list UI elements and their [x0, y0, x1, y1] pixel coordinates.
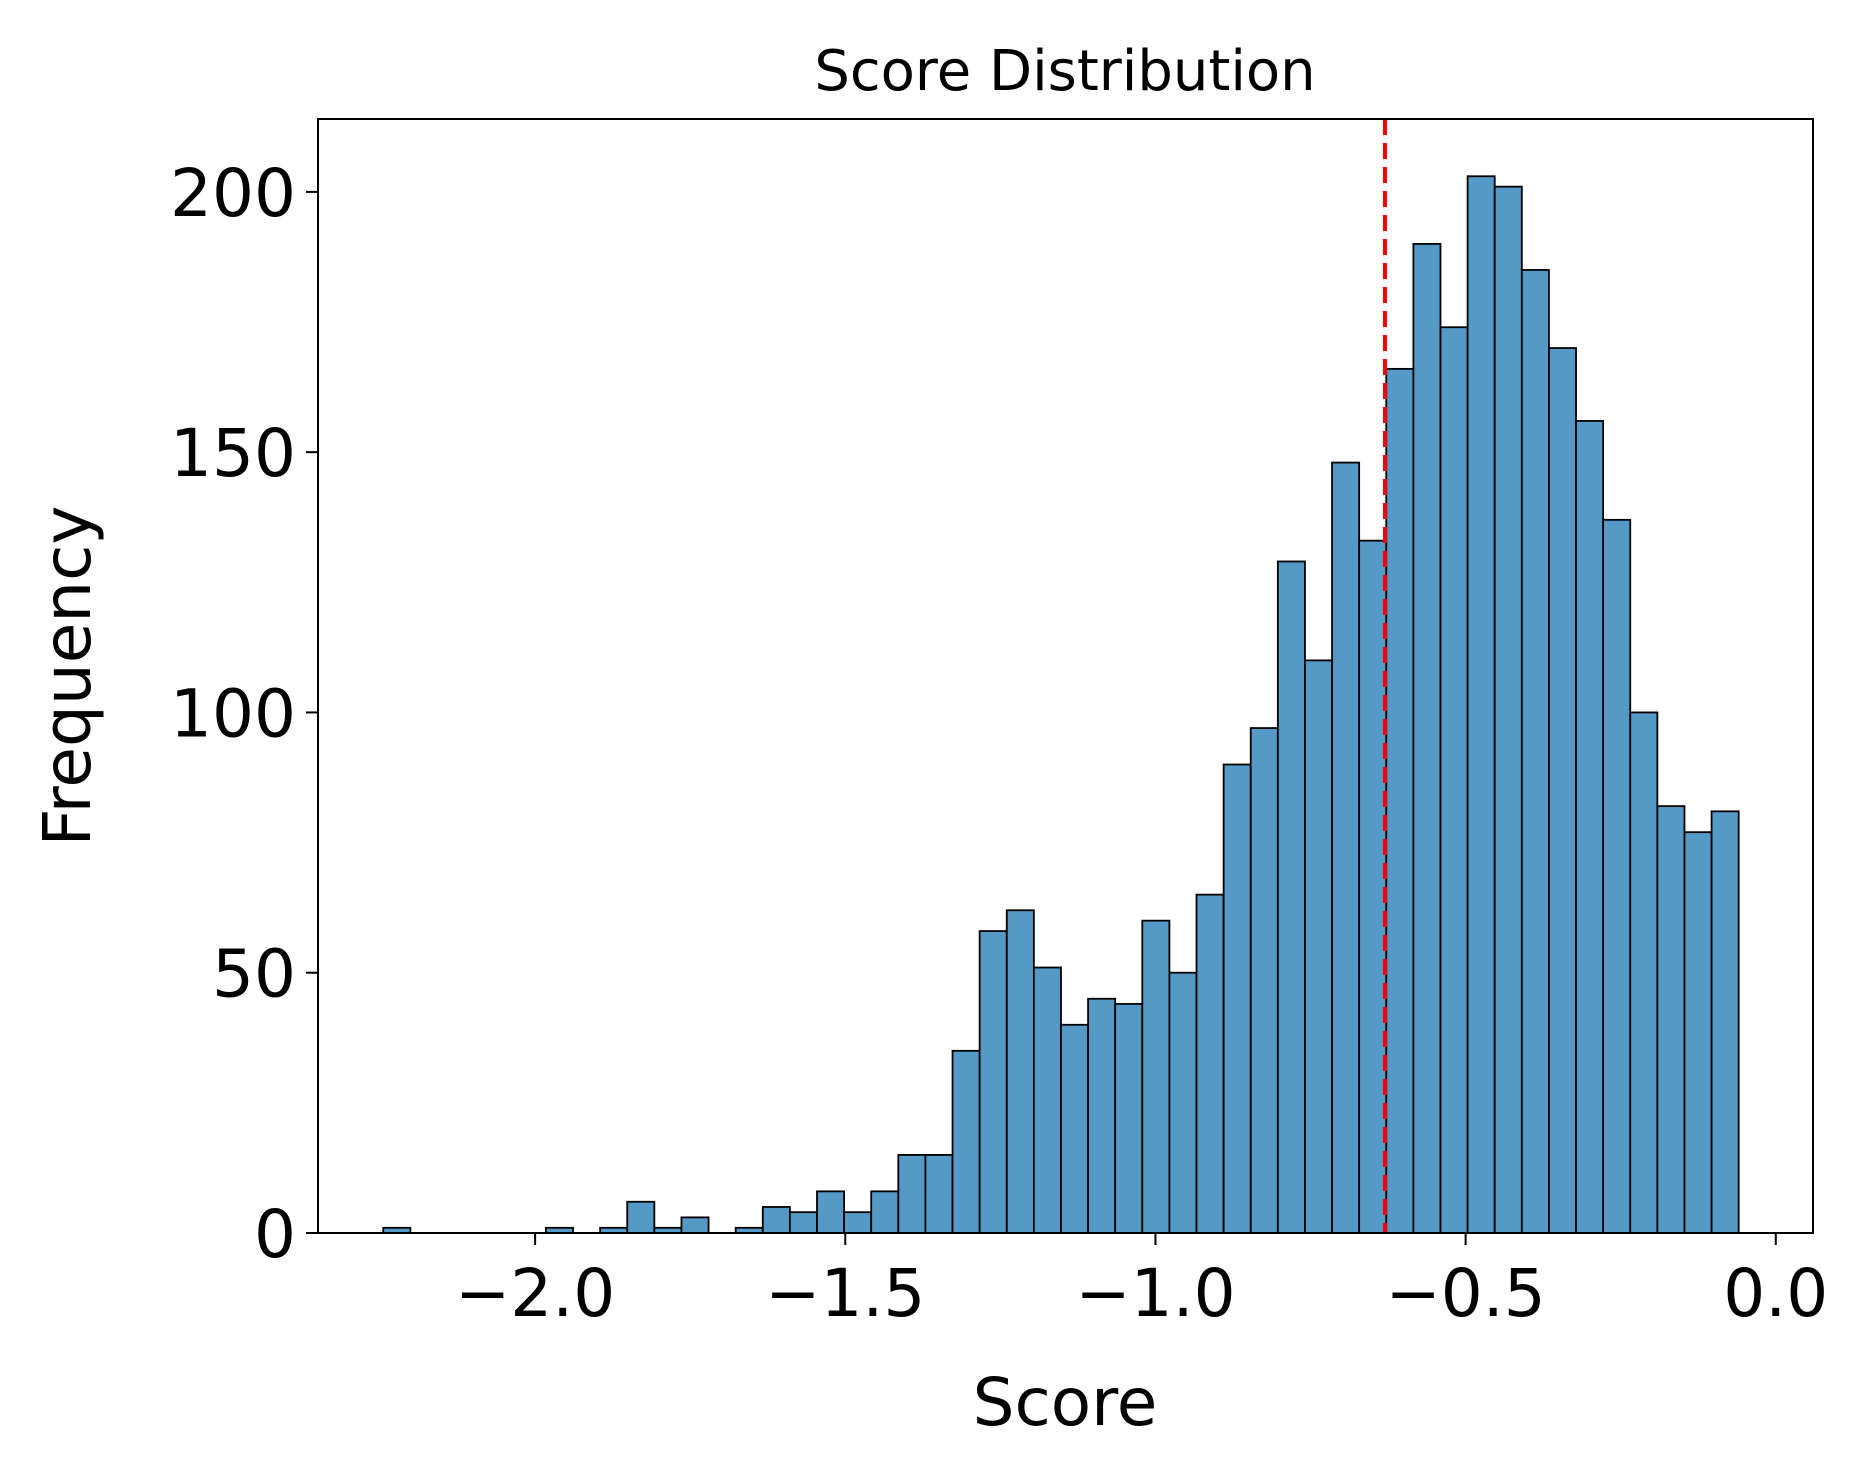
histogram-bar [1629, 711, 1659, 1234]
histogram-bar [1304, 659, 1333, 1234]
histogram-bar [1249, 727, 1279, 1234]
histogram-bar [1032, 966, 1062, 1234]
histogram-bar [1493, 185, 1523, 1234]
chart-title: Score Distribution [814, 39, 1315, 104]
histogram-bar [1439, 326, 1469, 1234]
histogram-bar [924, 1154, 954, 1234]
histogram-bar [626, 1200, 656, 1234]
x-axis: −2.0 −1.5 −1.0 −0.5 0.0 [455, 1233, 1828, 1332]
histogram-bar [1276, 560, 1306, 1234]
histogram-bar [1548, 347, 1577, 1234]
histogram-bar [1466, 175, 1496, 1234]
histogram-bar [816, 1190, 846, 1234]
x-tick-label: −2.0 [455, 1255, 615, 1332]
x-axis-label: Score [973, 1364, 1158, 1441]
histogram-bar [1005, 909, 1035, 1234]
y-tick-label: 0 [254, 1196, 296, 1273]
y-axis: 0 50 100 150 200 [170, 155, 318, 1273]
histogram-bar [1656, 805, 1686, 1234]
histogram-bar [1412, 243, 1442, 1234]
histogram-bar [843, 1211, 873, 1234]
histogram-bar [870, 1190, 900, 1234]
histogram-bar [978, 930, 1008, 1234]
histogram-bar [1710, 810, 1740, 1234]
histogram-bar [680, 1216, 710, 1234]
histogram-bar [1575, 420, 1605, 1234]
x-tick-label: 0.0 [1723, 1255, 1828, 1332]
histogram-bar [1141, 919, 1171, 1234]
histogram-bar [1602, 518, 1632, 1234]
histogram-bar [1060, 1023, 1089, 1234]
y-tick-label: 200 [170, 155, 296, 232]
y-tick-label: 100 [170, 675, 296, 752]
histogram-bar [1087, 997, 1117, 1234]
histogram-bar [897, 1154, 927, 1234]
histogram-bar [951, 1049, 981, 1234]
histogram-bar [1358, 539, 1388, 1234]
x-tick-label: −1.5 [765, 1255, 925, 1332]
histogram-bar [1195, 893, 1225, 1234]
histogram-bar [1114, 1003, 1144, 1234]
y-tick-label: 50 [212, 936, 296, 1013]
plot-frame [317, 118, 1814, 1234]
histogram-bar [1331, 461, 1361, 1234]
histogram-bar [761, 1206, 791, 1234]
histogram-bar [1683, 831, 1713, 1234]
histogram-bar [1222, 763, 1252, 1234]
x-tick-label: −1.0 [1075, 1255, 1235, 1332]
y-tick-label: 150 [170, 415, 296, 492]
histogram-bar [788, 1211, 818, 1234]
x-tick-label: −0.5 [1385, 1255, 1545, 1332]
y-axis-label: Frequency [29, 506, 106, 847]
histogram-bar [1385, 367, 1415, 1234]
histogram-bar [1168, 971, 1198, 1234]
bars-group [382, 175, 1740, 1234]
histogram-bar [1520, 269, 1550, 1234]
